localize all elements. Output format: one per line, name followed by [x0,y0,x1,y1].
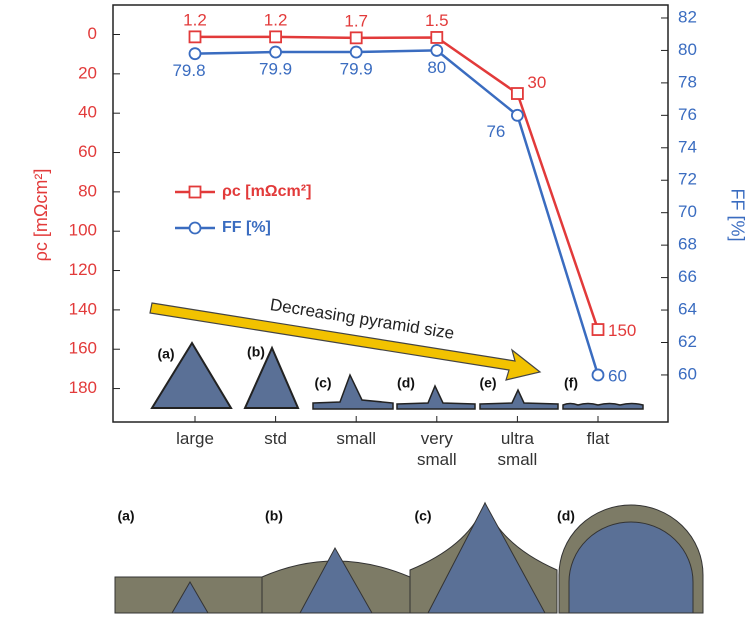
y-tick-label: 0 [88,24,97,43]
data-label: 76 [486,122,505,141]
x-tick-label: std [264,429,287,448]
y2-tick-label: 70 [678,202,697,221]
y-tick-label: 20 [78,63,97,82]
data-label: 79.9 [340,60,373,79]
y-tick-label: 120 [69,260,97,279]
legend-label: ρc [mΩcm²] [222,183,311,200]
y2-tick-label: 74 [678,137,697,156]
panel-label: (a) [117,508,134,524]
y-tick-label: 40 [78,103,97,122]
y2-tick-label: 68 [678,235,697,254]
marker [349,45,363,59]
y-tick-label: 100 [69,221,97,240]
series-line [195,35,600,330]
y2-tick-label: 80 [678,40,697,59]
marker [269,30,283,44]
x-tick-label: very small [416,429,457,469]
legend-marker [188,221,202,235]
marker [430,44,444,57]
marker [188,30,202,44]
inset-label: (b) [247,344,265,360]
y2-tick-label: 76 [678,105,697,124]
plot-frame [112,4,669,423]
panel-label: (d) [557,508,575,524]
arrow [149,302,542,381]
inset-label: (a) [157,346,174,362]
data-label: 1.5 [425,11,449,30]
marker [591,368,605,382]
panel-label: (b) [265,508,283,524]
marker [349,31,363,45]
y2-axis-title: FF [%] [727,189,747,242]
data-label: 1.2 [264,10,288,29]
legend-marker [188,185,202,199]
y-tick-label: 180 [69,378,97,397]
y2-tick-label: 62 [678,332,697,351]
inset-pyramids [150,341,644,410]
panel-label: (c) [414,508,431,524]
y-axis-title: ρc [mΩcm²] [31,169,51,262]
data-label: 150 [608,321,636,340]
bottom-illustrations [114,501,704,614]
series-line [194,49,600,376]
data-label: 80 [427,58,446,77]
data-label: 30 [527,73,546,92]
y-tick-label: 60 [78,142,97,161]
y-tick-label: 160 [69,339,97,358]
inset-label: (d) [397,375,415,391]
x-tick-label: small [336,429,377,448]
y2-tick-label: 78 [678,72,697,91]
data-label: 1.2 [183,10,207,29]
inset-label: (c) [314,375,331,391]
data-label: 79.8 [172,61,205,80]
marker [430,31,444,44]
y2-tick-label: 64 [678,300,697,319]
y2-tick-label: 60 [678,364,697,383]
x-tick-label: flat [586,429,610,448]
legend-label: FF [%] [222,219,271,236]
x-tick-label: large [176,429,214,448]
y2-tick-label: 82 [678,7,697,26]
y2-tick-label: 66 [678,267,697,286]
marker [269,45,283,59]
marker [510,87,524,100]
marker [188,47,202,61]
marker [511,108,524,122]
inset-label: (e) [479,375,496,391]
data-label: 60 [608,366,627,385]
marker [591,323,605,336]
y2-tick-label: 72 [678,170,697,189]
inset-label: (f) [564,375,578,391]
data-label: 1.7 [344,11,368,30]
data-label: 79.9 [259,60,292,79]
y-tick-label: 140 [69,299,97,318]
y-tick-label: 80 [78,181,97,200]
x-tick-label: ultra small [497,429,538,469]
